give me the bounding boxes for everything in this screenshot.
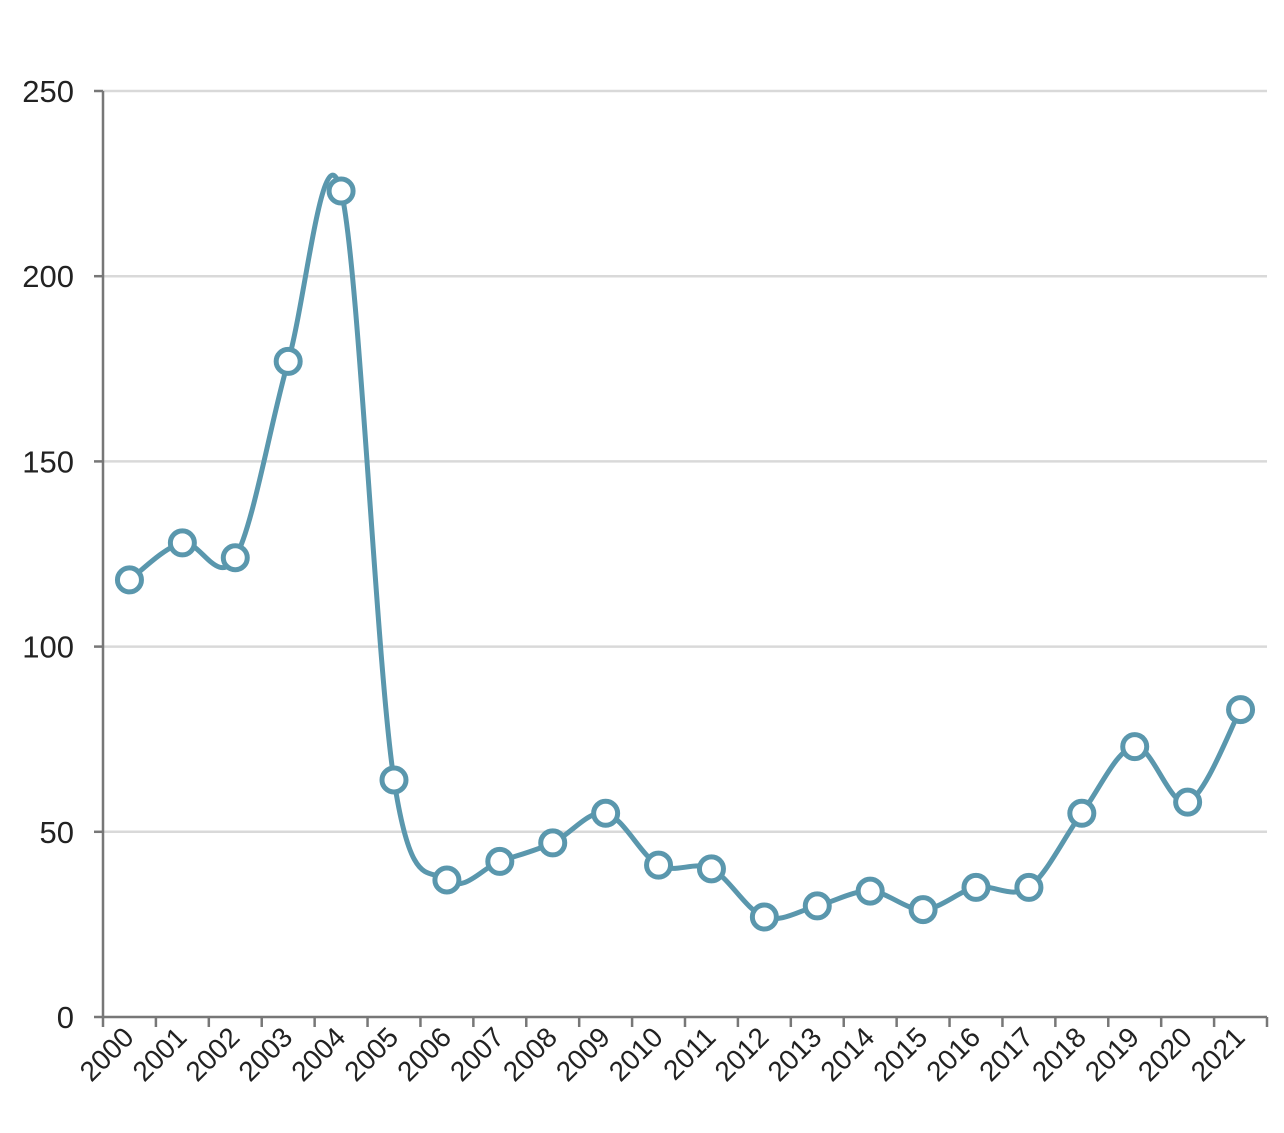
data-point-2020 [1173,787,1203,817]
x-tick-label: 2015 [867,1021,933,1087]
x-tick-label: 2019 [1079,1021,1145,1087]
x-tick-label: 2003 [232,1021,298,1087]
x-tick-label: 2008 [497,1021,563,1087]
data-point-2016 [961,872,991,902]
x-tick-label: 2005 [338,1021,404,1087]
y-tick-label: 150 [22,444,74,479]
data-point-2009 [591,798,621,828]
y-tick-label: 250 [22,74,74,109]
data-point-2019 [1120,732,1150,762]
x-tick-label: 2016 [920,1021,986,1087]
data-point-2001 [167,528,197,558]
data-point-2018 [1067,798,1097,828]
axes [94,89,1269,1027]
x-tick-label: 2007 [444,1021,510,1087]
tick-labels: 0501001502002502000200120022003200420052… [22,74,1251,1087]
x-tick-label: 2020 [1132,1021,1198,1087]
x-tick-label: 2011 [657,1021,722,1086]
data-point-2000 [114,565,144,595]
y-tick-label: 100 [22,630,74,665]
x-tick-label: 2014 [814,1021,880,1087]
data-point-2013 [802,891,832,921]
gridlines [103,89,1267,834]
data-point-2021 [1226,695,1256,725]
y-tick-label: 50 [40,815,74,850]
x-tick-label: 2013 [762,1021,828,1087]
data-point-2008 [538,828,568,858]
x-tick-label: 2010 [603,1021,669,1087]
data-point-2010 [644,850,674,880]
x-tick-label: 2001 [127,1021,193,1087]
x-tick-label: 2021 [1185,1021,1251,1087]
data-point-2011 [696,854,726,884]
x-tick-label: 2002 [180,1021,246,1087]
x-tick-label: 2009 [550,1021,616,1087]
data-point-2003 [273,346,303,376]
y-tick-label: 0 [57,1000,74,1035]
x-tick-label: 2000 [74,1021,140,1087]
data-point-2005 [379,765,409,795]
data-point-2012 [749,902,779,932]
data-point-2015 [908,895,938,925]
x-tick-label: 2017 [973,1021,1039,1087]
data-point-2007 [485,846,515,876]
data-point-2014 [855,876,885,906]
data-point-2006 [432,865,462,895]
data-point-2004 [326,176,356,206]
x-tick-label: 2018 [1026,1021,1092,1087]
data-point-2002 [220,543,250,573]
x-tick-label: 2006 [391,1021,457,1087]
x-tick-label: 2012 [709,1021,775,1087]
data-points [114,176,1256,932]
x-tick-label: 2004 [285,1021,351,1087]
y-tick-label: 200 [22,259,74,294]
data-point-2017 [1014,872,1044,902]
